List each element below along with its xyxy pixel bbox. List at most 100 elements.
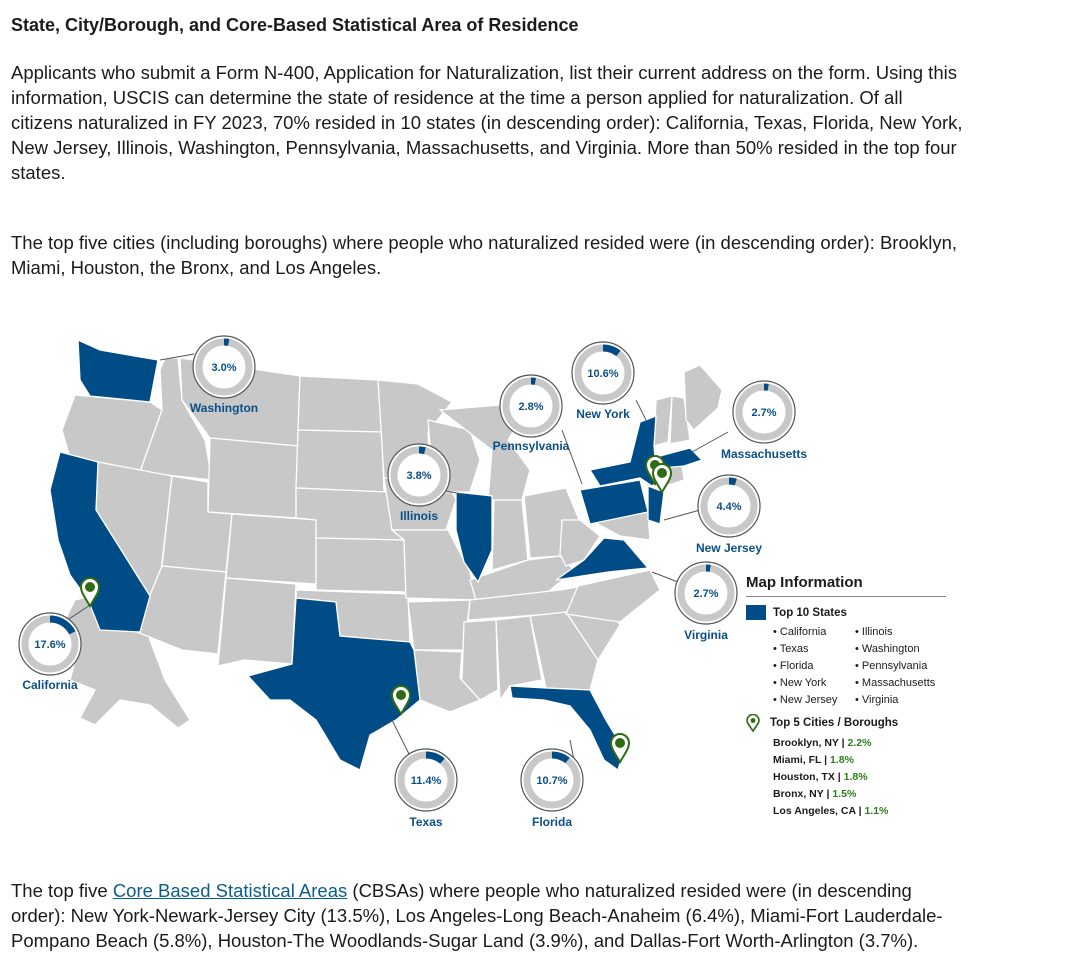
donut-state-label: Pennsylvania [493, 439, 570, 453]
leader-virginia [651, 571, 679, 583]
state-new-jersey [647, 485, 665, 525]
state-virginia [555, 537, 650, 581]
state-kansas [315, 537, 407, 593]
legend-state: • Pennsylvania [855, 660, 928, 672]
city-sep: | [855, 805, 865, 817]
pin-dot [657, 468, 667, 478]
legend-city: Bronx, NY | 1.5% [773, 788, 946, 800]
city-name: Houston, TX [773, 771, 838, 783]
legend-states-grid: • California • Illinois • Texas • Washin… [773, 626, 946, 706]
state-texas [246, 597, 421, 771]
legend-state: • Florida [773, 660, 814, 672]
state-california [49, 451, 151, 633]
donut-state-label: Illinois [400, 509, 438, 523]
donut-state-label: Washington [190, 401, 258, 415]
pin-dot [85, 582, 95, 592]
top-states-layer [49, 338, 704, 772]
city-pct: 1.5% [832, 788, 857, 800]
cities-paragraph: The top five cities (including boroughs)… [11, 232, 958, 278]
state-mississippi [461, 619, 499, 701]
legend-cities: Top 5 Cities / Boroughs [746, 714, 946, 732]
city-pin-icon [609, 733, 631, 764]
donut-value-arc [602, 344, 621, 357]
city-name: Brooklyn, NY [773, 737, 839, 749]
donut-state-label: Texas [409, 815, 442, 829]
cbsa-text-before: The top five [11, 880, 113, 901]
top-states-label: Top 10 States [773, 606, 847, 619]
donut-california: 17.6% California [18, 612, 82, 692]
donut-new-jersey: 4.4% New Jersey [696, 474, 762, 555]
donut-state-label: Florida [532, 815, 572, 829]
other-states-layer [59, 357, 723, 729]
donut-washington: 3.0% Washington [190, 335, 258, 415]
city-pin-icon [390, 685, 412, 716]
cities-label: Top 5 Cities / Boroughs [770, 717, 899, 729]
donut-pct-label: 2.7% [751, 407, 776, 419]
state-alabama [495, 615, 543, 702]
donut-state-label: New Jersey [696, 541, 762, 555]
city-pin-icon [79, 577, 101, 608]
state-south-dakota [295, 429, 385, 493]
donut-pct-label: 10.7% [536, 775, 567, 787]
legend-state: • New York [773, 677, 827, 689]
leader-florida [569, 739, 575, 761]
cbsa-text-after: (CBSAs) where people who naturalized res… [11, 880, 943, 951]
state-washington [77, 338, 159, 403]
donut-pct-label: 10.6% [587, 368, 618, 380]
donut-pct-label: 2.8% [518, 401, 543, 413]
donut-pct-label: 17.6% [34, 639, 65, 651]
legend-state: • Virginia [855, 694, 899, 706]
us-map-figure: 17.6% California 11.4% Texas 10.7% Florida 10.… [0, 320, 1074, 840]
state-indiana [491, 499, 529, 571]
state-georgia [529, 611, 599, 691]
legend-city: Los Angeles, CA | 1.1% [773, 805, 946, 817]
donut-value-arc [728, 477, 737, 486]
city-sep: | [838, 737, 848, 749]
legend-state: • Illinois [855, 626, 893, 638]
intro-paragraph: Applicants who submit a Form N-400, Appl… [11, 62, 963, 183]
pin-dot [396, 690, 406, 700]
city-name: Los Angeles, CA [773, 805, 856, 817]
state-vermont [653, 395, 673, 447]
donut-pct-label: 3.0% [211, 362, 236, 374]
legend-city: Brooklyn, NY | 2.2% [773, 737, 946, 749]
donut-state-label: California [22, 678, 78, 692]
legend-state: • Texas [773, 643, 809, 655]
city-sep: | [823, 788, 833, 800]
city-pct: 1.8% [843, 771, 868, 783]
donut-illinois: 3.8% Illinois [387, 443, 451, 523]
state-maine [683, 364, 723, 431]
donut-texas: 11.4% Texas [394, 748, 458, 829]
legend-title: Map Information [746, 574, 946, 597]
city-pct: 2.2% [847, 737, 872, 749]
state-north-carolina [565, 569, 661, 623]
state-illinois [455, 491, 493, 584]
legend-state: • Massachusetts [855, 677, 936, 689]
donut-florida: 10.7% Florida [520, 748, 584, 829]
legend-city: Miami, FL | 1.8% [773, 754, 946, 766]
city-sep: | [837, 771, 844, 783]
state-arkansas [407, 599, 471, 651]
donut-state-label: New York [576, 407, 630, 421]
city-name: Miami, FL [773, 754, 822, 766]
city-pins [79, 455, 673, 764]
state-colorado [225, 513, 319, 585]
city-pct: 1.8% [830, 754, 854, 766]
city-name: Bronx, NY [773, 788, 824, 800]
pin-dot [615, 738, 625, 748]
section-heading: State, City/Borough, and Core-Based Stat… [11, 15, 579, 35]
donut-state-label: Massachusetts [721, 447, 807, 461]
donut-virginia: 2.7% Virginia [674, 561, 738, 642]
map-legend: Map Information Top 10 States • Californ… [746, 574, 946, 817]
state-donuts: 17.6%California11.4%Texas10.7%Florida10.… [18, 335, 807, 829]
city-sep: | [821, 754, 831, 766]
donut-pct-label: 11.4% [411, 775, 442, 787]
legend-top-states: Top 10 States [746, 605, 946, 620]
leader-pennsylvania [561, 429, 583, 485]
leader-washington [159, 353, 195, 361]
donut-pct-label: 2.7% [693, 588, 718, 600]
leader-new-jersey [663, 509, 701, 521]
us-map: 17.6%California11.4%Texas10.7%Florida10.… [18, 335, 807, 829]
cbsa-link[interactable]: Core Based Statistical Areas [112, 880, 348, 901]
donut-pct-label: 3.8% [406, 470, 431, 482]
